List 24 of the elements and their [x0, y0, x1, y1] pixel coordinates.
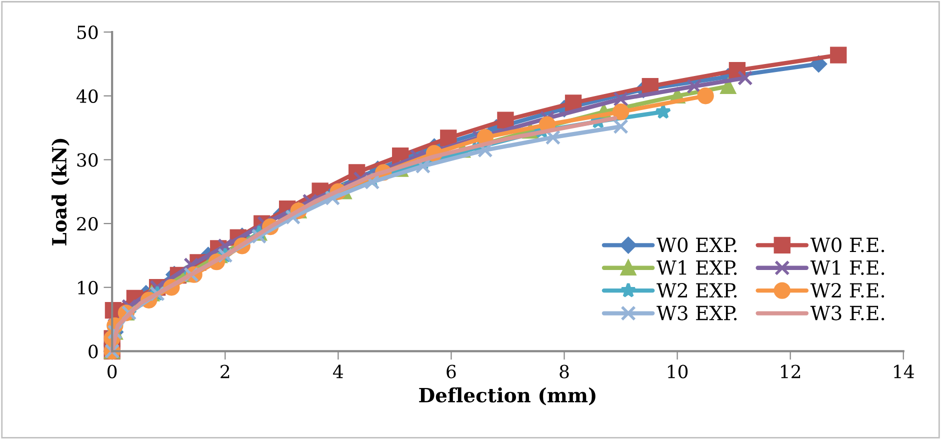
- legend-label: W2 F.E.: [810, 282, 884, 298]
- y-tick-label: 50: [77, 26, 98, 40]
- legend-label: W1 F.E.: [810, 260, 884, 275]
- x-tick-label: 10: [668, 364, 688, 378]
- y-tick-label: 40: [76, 89, 98, 103]
- y-tick-label: 10: [78, 280, 98, 294]
- x-tick-label: 8: [560, 364, 569, 378]
- x-tick-label: 0: [108, 364, 117, 378]
- legend-label: W2 EXP.: [656, 282, 737, 298]
- y-tick-label: 0: [88, 344, 98, 358]
- x-tick-label: 2: [220, 364, 230, 378]
- legend-label: W0 EXP.: [656, 238, 737, 252]
- x-tick-label: 14: [894, 364, 914, 378]
- x-axis-title: Deflection (mm): [419, 387, 596, 406]
- legend-label: W3 F.E.: [810, 306, 884, 320]
- legend-label: W0 F.E.: [810, 238, 884, 252]
- y-tick-label: 30: [77, 153, 98, 167]
- x-tick-label: 12: [781, 364, 800, 378]
- y-axis-title: Load (kN): [52, 138, 70, 246]
- x-tick-label: 4: [332, 364, 344, 378]
- x-tick-label: 6: [446, 364, 456, 378]
- y-tick-label: 20: [77, 217, 98, 231]
- legend-label: W1 EXP.: [656, 260, 737, 275]
- legend-label: W3 EXP.: [656, 306, 737, 320]
